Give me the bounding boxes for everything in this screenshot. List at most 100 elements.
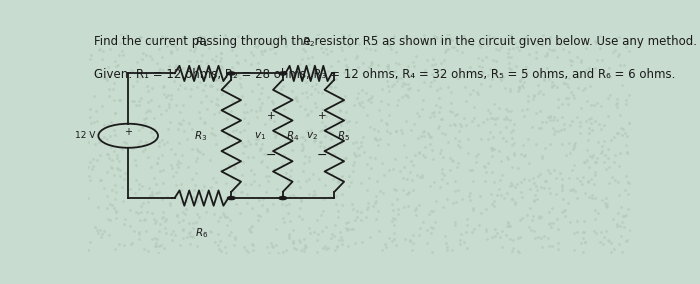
Point: [545, 35, 556, 39]
Point: [270, 146, 281, 150]
Point: [336, 158, 347, 163]
Point: [621, 212, 632, 217]
Point: [531, 110, 542, 115]
Point: [622, 191, 634, 196]
Point: [104, 218, 116, 222]
Point: [214, 59, 225, 64]
Point: [390, 49, 401, 54]
Point: [166, 43, 177, 47]
Point: [283, 211, 294, 216]
Point: [395, 76, 407, 80]
Point: [527, 214, 538, 218]
Point: [424, 142, 435, 146]
Point: [158, 83, 169, 88]
Point: [496, 45, 507, 49]
Point: [116, 185, 127, 189]
Point: [413, 136, 424, 140]
Point: [121, 141, 132, 145]
Point: [425, 115, 436, 120]
Point: [620, 239, 631, 243]
Point: [601, 228, 612, 233]
Point: [441, 245, 452, 249]
Point: [422, 42, 433, 47]
Point: [230, 237, 241, 241]
Point: [142, 210, 153, 214]
Point: [514, 78, 526, 83]
Point: [186, 87, 197, 91]
Point: [265, 47, 276, 51]
Point: [188, 235, 199, 239]
Point: [530, 42, 541, 47]
Point: [94, 153, 106, 157]
Point: [561, 153, 572, 158]
Point: [120, 217, 131, 221]
Point: [183, 58, 194, 63]
Point: [329, 69, 340, 74]
Point: [85, 131, 96, 136]
Point: [370, 194, 382, 198]
Point: [271, 133, 282, 137]
Point: [346, 202, 357, 206]
Point: [544, 221, 555, 225]
Point: [600, 203, 611, 208]
Point: [564, 175, 575, 180]
Point: [214, 110, 225, 114]
Point: [583, 195, 594, 199]
Point: [534, 89, 545, 93]
Point: [248, 154, 259, 159]
Point: [421, 241, 433, 246]
Point: [153, 243, 164, 248]
Point: [246, 225, 257, 229]
Point: [136, 204, 147, 208]
Text: $R_6$: $R_6$: [195, 227, 208, 240]
Point: [281, 116, 293, 121]
Point: [430, 35, 442, 40]
Point: [328, 72, 339, 77]
Point: [331, 245, 342, 249]
Point: [296, 91, 307, 95]
Point: [325, 137, 336, 141]
Point: [136, 96, 147, 101]
Point: [194, 80, 205, 84]
Point: [460, 99, 471, 103]
Point: [373, 108, 384, 112]
Point: [252, 212, 263, 217]
Point: [584, 154, 596, 158]
Point: [605, 93, 616, 97]
Point: [473, 64, 484, 68]
Point: [270, 87, 281, 92]
Point: [110, 209, 121, 214]
Point: [236, 85, 247, 89]
Point: [335, 138, 346, 142]
Point: [283, 234, 294, 239]
Point: [500, 107, 512, 112]
Point: [613, 34, 624, 39]
Point: [505, 118, 516, 122]
Point: [251, 142, 262, 146]
Point: [139, 143, 150, 147]
Text: $R_3$: $R_3$: [194, 129, 207, 143]
Text: +: +: [318, 111, 327, 121]
Point: [398, 205, 409, 209]
Point: [160, 217, 172, 222]
Point: [438, 155, 449, 159]
Point: [87, 164, 98, 168]
Point: [190, 158, 202, 163]
Point: [197, 151, 208, 156]
Point: [582, 179, 593, 183]
Point: [458, 240, 470, 245]
Point: [458, 34, 470, 38]
Point: [225, 109, 237, 113]
Point: [295, 248, 307, 252]
Point: [336, 100, 347, 105]
Point: [153, 46, 164, 51]
Point: [115, 173, 126, 178]
Point: [579, 191, 590, 195]
Point: [391, 129, 402, 133]
Point: [549, 47, 560, 52]
Point: [611, 97, 622, 102]
Point: [339, 56, 350, 61]
Point: [90, 225, 101, 230]
Point: [147, 38, 158, 42]
Point: [259, 122, 270, 126]
